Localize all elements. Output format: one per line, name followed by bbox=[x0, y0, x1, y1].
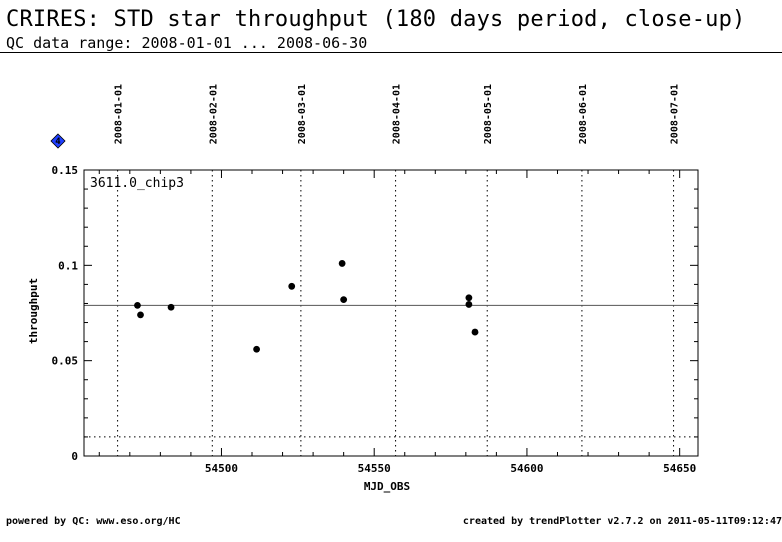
data-range-subtitle: QC data range: 2008-01-01 ... 2008-06-30 bbox=[6, 34, 368, 52]
y-tick-label: 0.05 bbox=[52, 355, 79, 368]
date-tick-label: 2008-07-01 bbox=[670, 84, 681, 144]
page-title: CRIRES: STD star throughput (180 days pe… bbox=[6, 7, 746, 32]
header-divider bbox=[0, 52, 782, 53]
data-point bbox=[134, 301, 141, 309]
date-tick-label: 2008-04-01 bbox=[392, 84, 403, 144]
data-point bbox=[465, 301, 473, 308]
diamond-marker-icon: 4 bbox=[50, 133, 66, 149]
data-point bbox=[338, 260, 346, 267]
plot-frame bbox=[83, 169, 699, 457]
date-tick-label: 2008-01-01 bbox=[114, 84, 125, 144]
x-tick-label: 54600 bbox=[510, 462, 543, 475]
x-tick-label: 54650 bbox=[663, 462, 696, 475]
y-tick-label: 0.15 bbox=[52, 164, 79, 177]
footer-powered-by: powered by QC: www.eso.org/HC bbox=[6, 516, 181, 527]
date-tick-label: 2008-03-01 bbox=[297, 84, 308, 144]
data-points bbox=[134, 260, 479, 353]
x-tick-label: 54550 bbox=[358, 462, 391, 475]
data-point bbox=[471, 328, 479, 336]
data-point bbox=[288, 282, 296, 290]
footer-created-by: created by trendPlotter v2.7.2 on 2011-0… bbox=[462, 516, 782, 527]
reference-lines bbox=[84, 304, 698, 438]
date-tick-labels: 2008-01-01 2008-02-01 2008-03-01 2008-04-01… bbox=[114, 84, 681, 144]
date-gridlines bbox=[117, 170, 675, 456]
marker-label: 4 bbox=[55, 137, 61, 147]
data-point bbox=[137, 311, 144, 319]
data-point bbox=[253, 345, 260, 353]
data-point bbox=[465, 294, 473, 302]
y-axis: 0 0.05 0.1 0.15 bbox=[52, 164, 698, 463]
y-tick-label: 0 bbox=[71, 450, 78, 463]
date-tick-label: 2008-02-01 bbox=[208, 84, 219, 144]
x-tick-label: 54500 bbox=[205, 462, 238, 475]
panel-label: 3611.0_chip3 bbox=[90, 176, 184, 191]
date-tick-label: 2008-05-01 bbox=[483, 84, 494, 144]
x-axis-label: MJD_OBS bbox=[364, 480, 410, 493]
y-axis-label: throughput bbox=[27, 278, 40, 344]
y-tick-label: 0.1 bbox=[58, 259, 78, 272]
data-point bbox=[340, 296, 348, 304]
x-axis: 54500 54550 54600 54650 bbox=[98, 170, 696, 475]
data-point bbox=[167, 303, 175, 311]
date-tick-label: 2008-06-01 bbox=[578, 84, 589, 144]
